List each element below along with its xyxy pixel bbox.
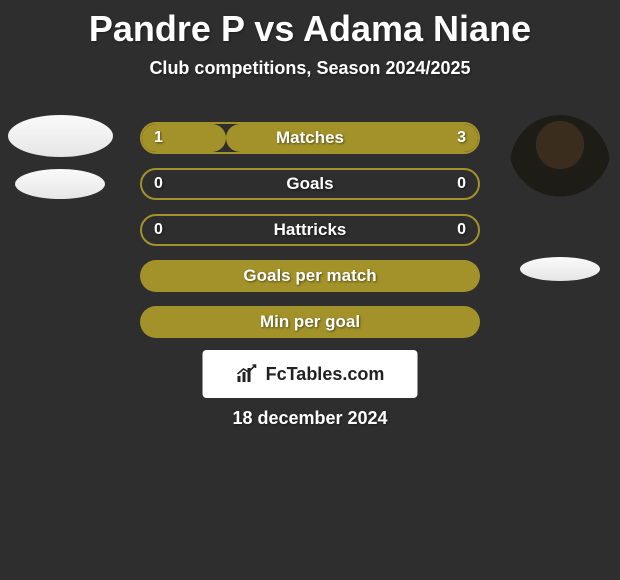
stat-value-left: 1: [154, 129, 163, 147]
stat-label: Hattricks: [274, 220, 347, 240]
stat-bar: Min per goal: [140, 306, 480, 338]
stat-bar: 0 0 Goals: [140, 168, 480, 200]
stat-bar-fill-right: [226, 124, 478, 152]
player-right-avatar: [510, 115, 610, 215]
logo-box: FcTables.com: [203, 350, 418, 398]
logo-text: FcTables.com: [266, 364, 385, 385]
player-left-column: [0, 115, 120, 199]
comparison-infographic: Pandre P vs Adama Niane Club competition…: [0, 0, 620, 580]
stat-label: Min per goal: [260, 312, 360, 332]
stat-value-right: 3: [457, 129, 466, 147]
player-right-badge-placeholder: [520, 257, 600, 281]
page-title: Pandre P vs Adama Niane: [0, 0, 620, 50]
stat-label: Goals: [286, 174, 333, 194]
stat-label: Matches: [276, 128, 344, 148]
date: 18 december 2024: [0, 408, 620, 429]
subtitle: Club competitions, Season 2024/2025: [0, 58, 620, 79]
chart-icon: [236, 364, 260, 384]
stat-bar: 0 0 Hattricks: [140, 214, 480, 246]
stat-label: Goals per match: [243, 266, 376, 286]
stat-value-right: 0: [457, 175, 466, 193]
player-right-column: [500, 115, 620, 281]
comparison-bars: 1 3 Matches 0 0 Goals 0 0 Hattricks Goals per mat…: [140, 122, 480, 352]
player-left-badge-placeholder: [15, 169, 105, 199]
stat-value-left: 0: [154, 221, 163, 239]
player-left-avatar-placeholder: [8, 115, 113, 157]
stat-bar: 1 3 Matches: [140, 122, 480, 154]
stat-value-right: 0: [457, 221, 466, 239]
stat-bar: Goals per match: [140, 260, 480, 292]
stat-value-left: 0: [154, 175, 163, 193]
